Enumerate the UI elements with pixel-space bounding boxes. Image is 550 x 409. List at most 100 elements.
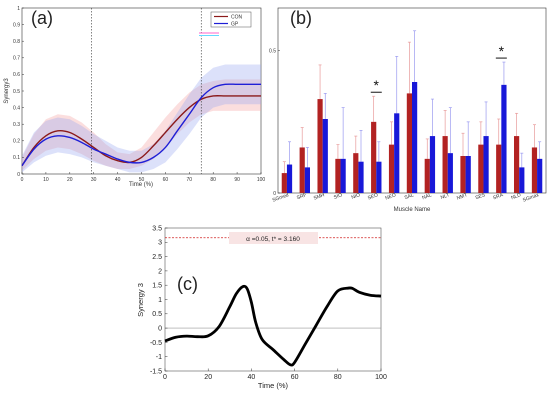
x-tick-label: 100	[257, 177, 266, 183]
panel-c-label: (c)	[177, 274, 198, 294]
bar-con-nlt	[442, 136, 448, 193]
x-tick-label: SES	[475, 192, 487, 201]
bar-gp-sra	[501, 84, 507, 193]
panel-b-significance: **	[370, 43, 507, 93]
bar-gp-nlt	[447, 153, 453, 193]
x-tick-label: 50	[139, 177, 145, 183]
y-tick-label: 0.4	[13, 105, 20, 111]
panel-c-y-axis-label: Synergy 3	[136, 283, 145, 317]
bar-gp-sgmed	[286, 164, 293, 193]
y-tick-label: 0.5	[152, 311, 162, 318]
panel-c-annotation-box	[229, 232, 318, 244]
panel-c-x-ticks: 0 20 40 60 80 100	[163, 368, 387, 381]
y-tick-label: 3	[158, 240, 162, 247]
significance-marker: *	[499, 43, 505, 59]
x-tick-label: 90	[234, 177, 240, 183]
bar-gp-nmt	[465, 156, 471, 193]
bar-gp-sio	[340, 158, 346, 193]
y-tick-label: 0	[273, 191, 276, 197]
x-tick-label: NIO	[351, 192, 362, 201]
bar-con-sgmax	[531, 147, 538, 193]
panel-b-y-ticks: 00.5	[269, 48, 280, 197]
x-tick-label: 60	[291, 374, 299, 381]
panel-c-plot-area	[164, 227, 382, 372]
x-tick-label: SAL	[404, 192, 415, 201]
bar-con-nld	[514, 136, 520, 193]
panel-a-x-axis-label: Time (%)	[129, 182, 153, 188]
x-tick-label: 60	[163, 177, 169, 183]
bar-con-sal	[406, 93, 412, 193]
panel-a-y-axis-label: Synergy3	[4, 78, 10, 104]
panel-c-annotation: α =0.05, t* = 3.160	[246, 236, 300, 243]
y-tick-label: 0	[158, 326, 162, 333]
y-tick-label: 1	[17, 6, 20, 12]
y-tick-label: 0	[17, 172, 20, 178]
panel-c: 0 20 40 60 80 100 -1.5-1-0.500.511.522.533.5 …	[136, 225, 387, 390]
panel-a-significance-markers	[199, 32, 219, 36]
bar-gp-seo	[376, 161, 382, 193]
bar-gp-sal	[412, 82, 418, 193]
y-tick-label: 1.5	[152, 283, 162, 290]
y-tick-label: -1.5	[150, 368, 162, 375]
bar-gp-sgmax	[537, 158, 543, 193]
y-tick-label: 0.3	[13, 122, 20, 128]
panel-b-label: (b)	[290, 8, 312, 28]
x-tick-label: SGmed	[272, 192, 290, 204]
x-tick-label: 0	[163, 374, 167, 381]
bar-con-sra	[496, 144, 502, 193]
bar-con-seo	[371, 121, 377, 193]
y-tick-label: -0.5	[150, 340, 162, 347]
x-tick-label: 30	[91, 177, 97, 183]
x-tick-label: SGmax	[522, 192, 540, 204]
series-line-con	[21, 95, 261, 167]
x-tick-label: NMT	[456, 192, 468, 201]
y-tick-label: 0.2	[13, 139, 20, 145]
synergy-curve	[164, 284, 382, 367]
x-tick-label: 20	[67, 177, 73, 183]
x-tick-label: 20	[204, 374, 212, 381]
bar-gp-nal	[429, 136, 436, 193]
bar-con-srf	[299, 147, 305, 193]
panel-a: 0 10 20 30 40 50 60 70 80 90 100 00.10.20.30.40.50…	[4, 6, 265, 188]
x-tick-label: 80	[334, 374, 342, 381]
legend-con-label: CON	[231, 15, 243, 21]
panel-b-x-axis-label: Muscle Name	[394, 207, 431, 213]
x-tick-label: 40	[115, 177, 121, 183]
panel-a-plot-area	[21, 7, 262, 175]
panel-a-label: (a)	[31, 8, 53, 28]
y-tick-label: 3.5	[152, 225, 162, 232]
x-tick-label: NAL	[421, 192, 432, 201]
legend-gp-label: GP	[231, 22, 239, 28]
y-tick-label: -1	[156, 354, 162, 361]
x-tick-label: 0	[21, 177, 24, 183]
panel-b-bars	[281, 82, 543, 193]
x-tick-label: NLD	[510, 192, 522, 201]
series-line-gp	[21, 83, 261, 167]
bar-con-smh	[317, 99, 323, 193]
panel-c-y-ticks: -1.5 -1 -0.5 0 0.5 1 1.5 2 2.5 3 3.5	[150, 225, 168, 375]
y-tick-label: 0.1	[13, 155, 20, 161]
x-tick-label: SIO	[333, 192, 343, 201]
x-tick-label: 100	[375, 374, 387, 381]
y-tick-label: 0.5	[269, 48, 276, 54]
y-tick-label: 2.5	[152, 254, 162, 261]
panel-a-y-ticks: 0 0.1 0.2 0.3 0.4 0.5 0.6 0.7 0.8 0.9 1	[13, 6, 24, 178]
x-tick-label: NLT	[440, 192, 451, 201]
y-tick-label: 0.8	[13, 39, 20, 45]
y-tick-label: 0.5	[13, 89, 20, 95]
band-gp	[22, 64, 261, 173]
panel-b-x-ticks: SGmed SRF SMH SIO NIO SEO NEO SAL NAL NLT NMT SES SR…	[272, 192, 541, 204]
bar-con-sio	[335, 158, 341, 193]
y-tick-label: 0.7	[13, 56, 20, 62]
y-tick-label: 0.6	[13, 72, 20, 78]
bar-gp-neo	[394, 113, 400, 193]
x-tick-label: SRA	[492, 192, 504, 201]
panel-a-series-lines	[21, 83, 261, 167]
bar-con-nio	[353, 153, 359, 193]
bar-gp-smh	[322, 119, 328, 193]
panel-c-x-axis-label: Time (%)	[258, 381, 289, 390]
y-tick-label: 1	[158, 297, 162, 304]
x-tick-label: 40	[248, 374, 256, 381]
x-tick-label: SEO	[367, 192, 379, 201]
